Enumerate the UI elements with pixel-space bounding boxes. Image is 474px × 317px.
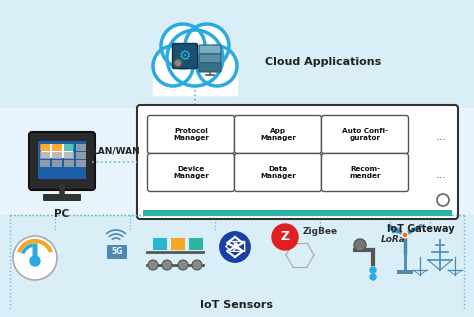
Circle shape bbox=[30, 256, 40, 266]
Circle shape bbox=[161, 24, 205, 68]
FancyBboxPatch shape bbox=[199, 63, 221, 72]
Text: PC: PC bbox=[55, 209, 70, 219]
Bar bbox=[0, 108, 474, 215]
Text: Cloud Applications: Cloud Applications bbox=[265, 57, 381, 67]
FancyBboxPatch shape bbox=[321, 153, 409, 191]
Circle shape bbox=[370, 274, 376, 280]
Text: Protocol
Manager: Protocol Manager bbox=[173, 128, 209, 141]
Bar bbox=[64, 152, 74, 159]
Text: LoRa: LoRa bbox=[381, 236, 406, 244]
FancyBboxPatch shape bbox=[41, 144, 57, 158]
Text: ZigBee: ZigBee bbox=[303, 228, 338, 236]
Text: ...: ... bbox=[436, 132, 447, 141]
Circle shape bbox=[220, 232, 250, 262]
FancyBboxPatch shape bbox=[199, 54, 221, 63]
Bar bbox=[52, 160, 62, 167]
Bar bbox=[40, 160, 50, 167]
Circle shape bbox=[174, 59, 182, 67]
Circle shape bbox=[192, 260, 202, 270]
Circle shape bbox=[402, 232, 408, 238]
Circle shape bbox=[167, 30, 223, 86]
FancyBboxPatch shape bbox=[235, 153, 321, 191]
Bar bbox=[52, 144, 62, 151]
Bar bbox=[76, 144, 86, 151]
Bar bbox=[143, 210, 452, 216]
FancyBboxPatch shape bbox=[57, 144, 73, 158]
Bar bbox=[189, 238, 203, 250]
Bar bbox=[38, 141, 86, 179]
FancyBboxPatch shape bbox=[173, 43, 198, 68]
FancyBboxPatch shape bbox=[137, 105, 458, 219]
FancyBboxPatch shape bbox=[107, 245, 127, 259]
Circle shape bbox=[162, 260, 172, 270]
FancyBboxPatch shape bbox=[33, 243, 37, 261]
FancyBboxPatch shape bbox=[147, 115, 235, 153]
Bar bbox=[64, 160, 74, 167]
Circle shape bbox=[220, 232, 250, 262]
Bar bbox=[40, 152, 50, 159]
Bar bbox=[153, 238, 167, 250]
Text: 5G: 5G bbox=[111, 248, 123, 256]
Text: ...: ... bbox=[436, 170, 447, 179]
Circle shape bbox=[175, 61, 181, 66]
Circle shape bbox=[272, 224, 298, 250]
Circle shape bbox=[185, 24, 229, 68]
Text: ⚙: ⚙ bbox=[179, 49, 191, 63]
Bar bbox=[52, 152, 62, 159]
Circle shape bbox=[354, 239, 366, 251]
Text: IoT Sensors: IoT Sensors bbox=[201, 300, 273, 310]
Text: Recom-
mender: Recom- mender bbox=[349, 166, 381, 179]
Circle shape bbox=[148, 260, 158, 270]
Bar bbox=[0, 0, 474, 108]
FancyBboxPatch shape bbox=[43, 194, 81, 201]
Text: Z: Z bbox=[281, 230, 290, 243]
Circle shape bbox=[13, 236, 57, 280]
Bar bbox=[64, 144, 74, 151]
Circle shape bbox=[197, 46, 237, 86]
FancyBboxPatch shape bbox=[147, 153, 235, 191]
Circle shape bbox=[370, 267, 376, 273]
Text: Auto Confi-
gurator: Auto Confi- gurator bbox=[342, 128, 388, 141]
Circle shape bbox=[153, 46, 193, 86]
FancyBboxPatch shape bbox=[235, 115, 321, 153]
Text: App
Manager: App Manager bbox=[260, 128, 296, 141]
FancyBboxPatch shape bbox=[199, 45, 221, 54]
Bar bbox=[171, 238, 185, 250]
Circle shape bbox=[178, 260, 188, 270]
Bar bbox=[0, 215, 474, 317]
Bar bbox=[40, 144, 50, 151]
Text: Device
Manager: Device Manager bbox=[173, 166, 209, 179]
Bar bbox=[76, 152, 86, 159]
Bar bbox=[153, 53, 237, 95]
Text: IoT Gateway: IoT Gateway bbox=[387, 224, 455, 234]
Text: Data
Manager: Data Manager bbox=[260, 166, 296, 179]
Bar bbox=[397, 270, 413, 274]
FancyBboxPatch shape bbox=[29, 132, 95, 190]
Circle shape bbox=[437, 194, 449, 206]
Text: ✦: ✦ bbox=[231, 241, 241, 254]
FancyBboxPatch shape bbox=[321, 115, 409, 153]
Bar bbox=[76, 160, 86, 167]
Text: ⌫: ⌫ bbox=[224, 240, 246, 255]
Text: LAN/WAN: LAN/WAN bbox=[92, 147, 140, 156]
